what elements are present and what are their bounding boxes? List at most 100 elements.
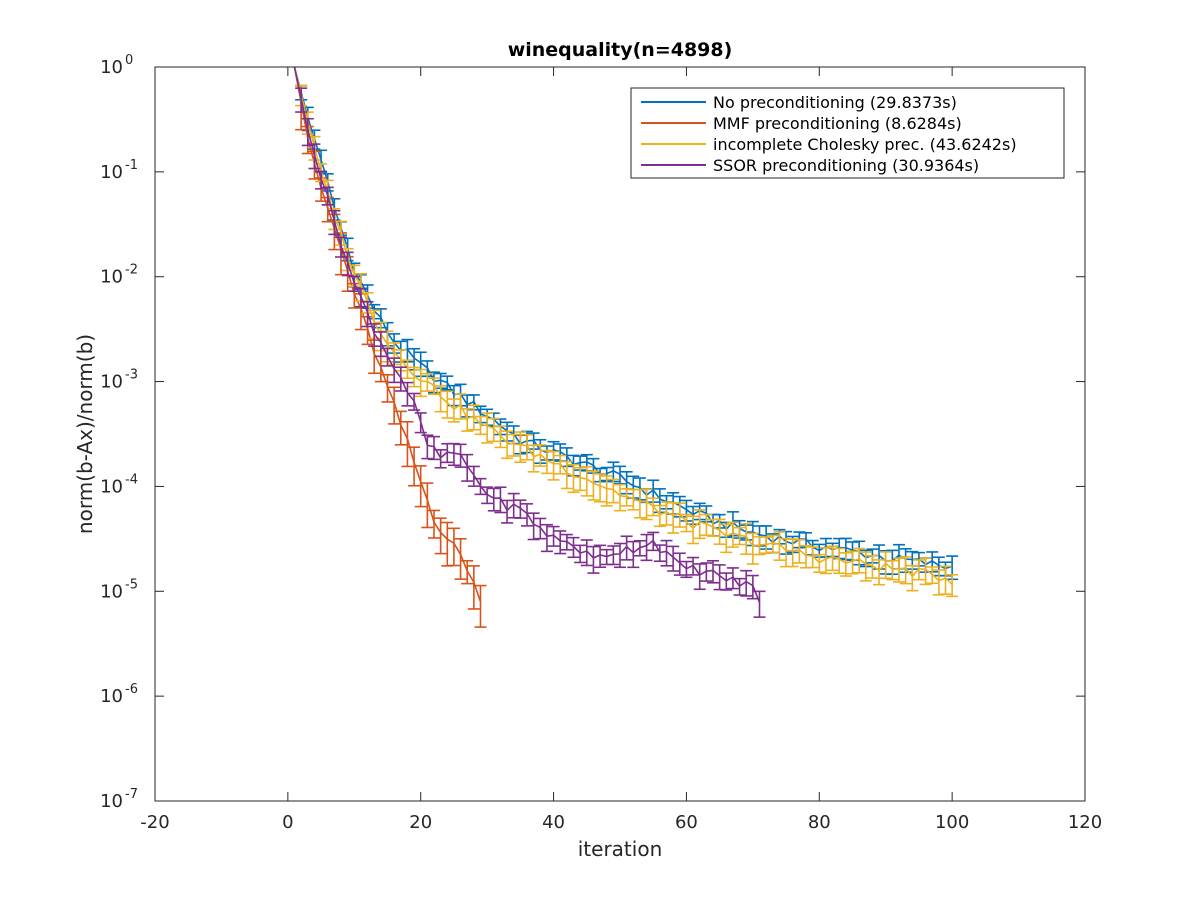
error-bar [560, 533, 573, 551]
error-bar [746, 532, 759, 565]
error-bar [394, 410, 407, 446]
x-tick-label: 80 [808, 812, 831, 833]
error-bar [368, 323, 381, 347]
error-bar [926, 566, 939, 584]
error-bar [939, 565, 952, 595]
error-bar [826, 545, 839, 572]
error-bar [707, 559, 719, 584]
error-bar [600, 475, 613, 507]
error-bar [667, 545, 680, 572]
error-bar [388, 357, 401, 384]
x-axis-title: iteration [578, 837, 663, 861]
error-bar [441, 375, 454, 391]
error-bar [434, 385, 447, 413]
error-bar [899, 556, 912, 585]
error-bar [574, 466, 587, 492]
error-bar [580, 465, 593, 497]
error-bar [501, 430, 514, 460]
error-bar [441, 390, 454, 419]
legend-label: No preconditioning (29.8373s) [713, 93, 957, 112]
error-bar [461, 559, 474, 585]
error-bar [394, 366, 407, 392]
error-bar [447, 527, 460, 567]
y-tick-label-exponent: -3 [125, 368, 138, 383]
y-tick-label-base: 10 [100, 686, 123, 707]
error-bar [481, 486, 494, 505]
x-tick-label: 20 [409, 812, 432, 833]
y-tick-label-exponent: 0 [125, 53, 133, 68]
error-bar [700, 562, 713, 582]
error-bar [321, 186, 334, 206]
plot-area [155, 67, 1085, 801]
error-bar [308, 143, 321, 170]
error-bar [408, 446, 421, 487]
error-bar [560, 460, 573, 490]
error-bar [414, 368, 427, 398]
error-bar [335, 236, 347, 258]
error-bar [408, 366, 421, 388]
error-bar [866, 554, 879, 579]
x-tick-label: 0 [282, 812, 293, 833]
error-bar [414, 412, 427, 434]
error-bar [839, 552, 852, 577]
error-bar [587, 470, 600, 501]
error-bar [614, 483, 626, 512]
chart-title: winequality(n=4898) [508, 39, 733, 61]
y-tick-label-base: 10 [100, 57, 123, 78]
legend-label: incomplete Cholesky prec. (43.6242s) [713, 135, 1017, 154]
axes-box [154, 66, 1086, 802]
error-bar [893, 557, 905, 583]
error-bar [381, 373, 394, 403]
error-bar [481, 412, 494, 444]
error-bar [421, 482, 434, 529]
y-tick-label-exponent: -2 [125, 263, 138, 278]
error-bar [301, 117, 314, 147]
error-bar [713, 518, 726, 545]
error-bar [693, 563, 706, 591]
error-bar [773, 531, 786, 561]
error-bar [554, 454, 567, 475]
series-layer [293, 67, 959, 628]
error-bar [587, 545, 600, 574]
legend-label: SSOR preconditioning (30.9364s) [713, 156, 979, 175]
error-bar [886, 559, 899, 581]
error-bar [859, 551, 872, 582]
error-bar [580, 539, 593, 567]
error-bar [567, 536, 580, 559]
y-tick-label-exponent: -7 [125, 787, 138, 802]
error-bar [414, 465, 427, 508]
error-bar [680, 513, 693, 533]
x-tick-label: -20 [140, 812, 169, 833]
error-bar [653, 544, 666, 563]
error-bar [467, 565, 480, 610]
error-bar [501, 499, 514, 524]
error-bar [873, 559, 886, 586]
error-bar [467, 465, 480, 487]
error-bar [447, 398, 460, 423]
error-bar [640, 488, 653, 521]
error-bar [428, 509, 440, 539]
error-bar [614, 465, 626, 485]
error-bar [766, 534, 779, 554]
legend-entries: No preconditioning (29.8373s) MMF precond… [641, 93, 1017, 175]
error-bar [753, 590, 766, 618]
ticks-layer [154, 66, 1086, 802]
error-bar [295, 87, 308, 113]
error-bar [607, 478, 620, 504]
error-bar [614, 542, 626, 569]
error-bar [348, 275, 361, 293]
error-bar [813, 553, 826, 573]
error-bar [494, 486, 507, 514]
series-line [293, 67, 953, 585]
error-bar [594, 473, 607, 503]
error-bar [341, 251, 354, 277]
error-bar [594, 544, 607, 569]
legend-label: MMF preconditioning (8.6284s) [713, 114, 962, 133]
error-bar [879, 551, 892, 580]
error-bar [401, 359, 414, 380]
error-bar [693, 509, 706, 540]
y-axis-title: norm(b-Ax)/norm(b) [73, 334, 97, 534]
error-bar [494, 425, 507, 449]
error-bar [487, 487, 500, 512]
